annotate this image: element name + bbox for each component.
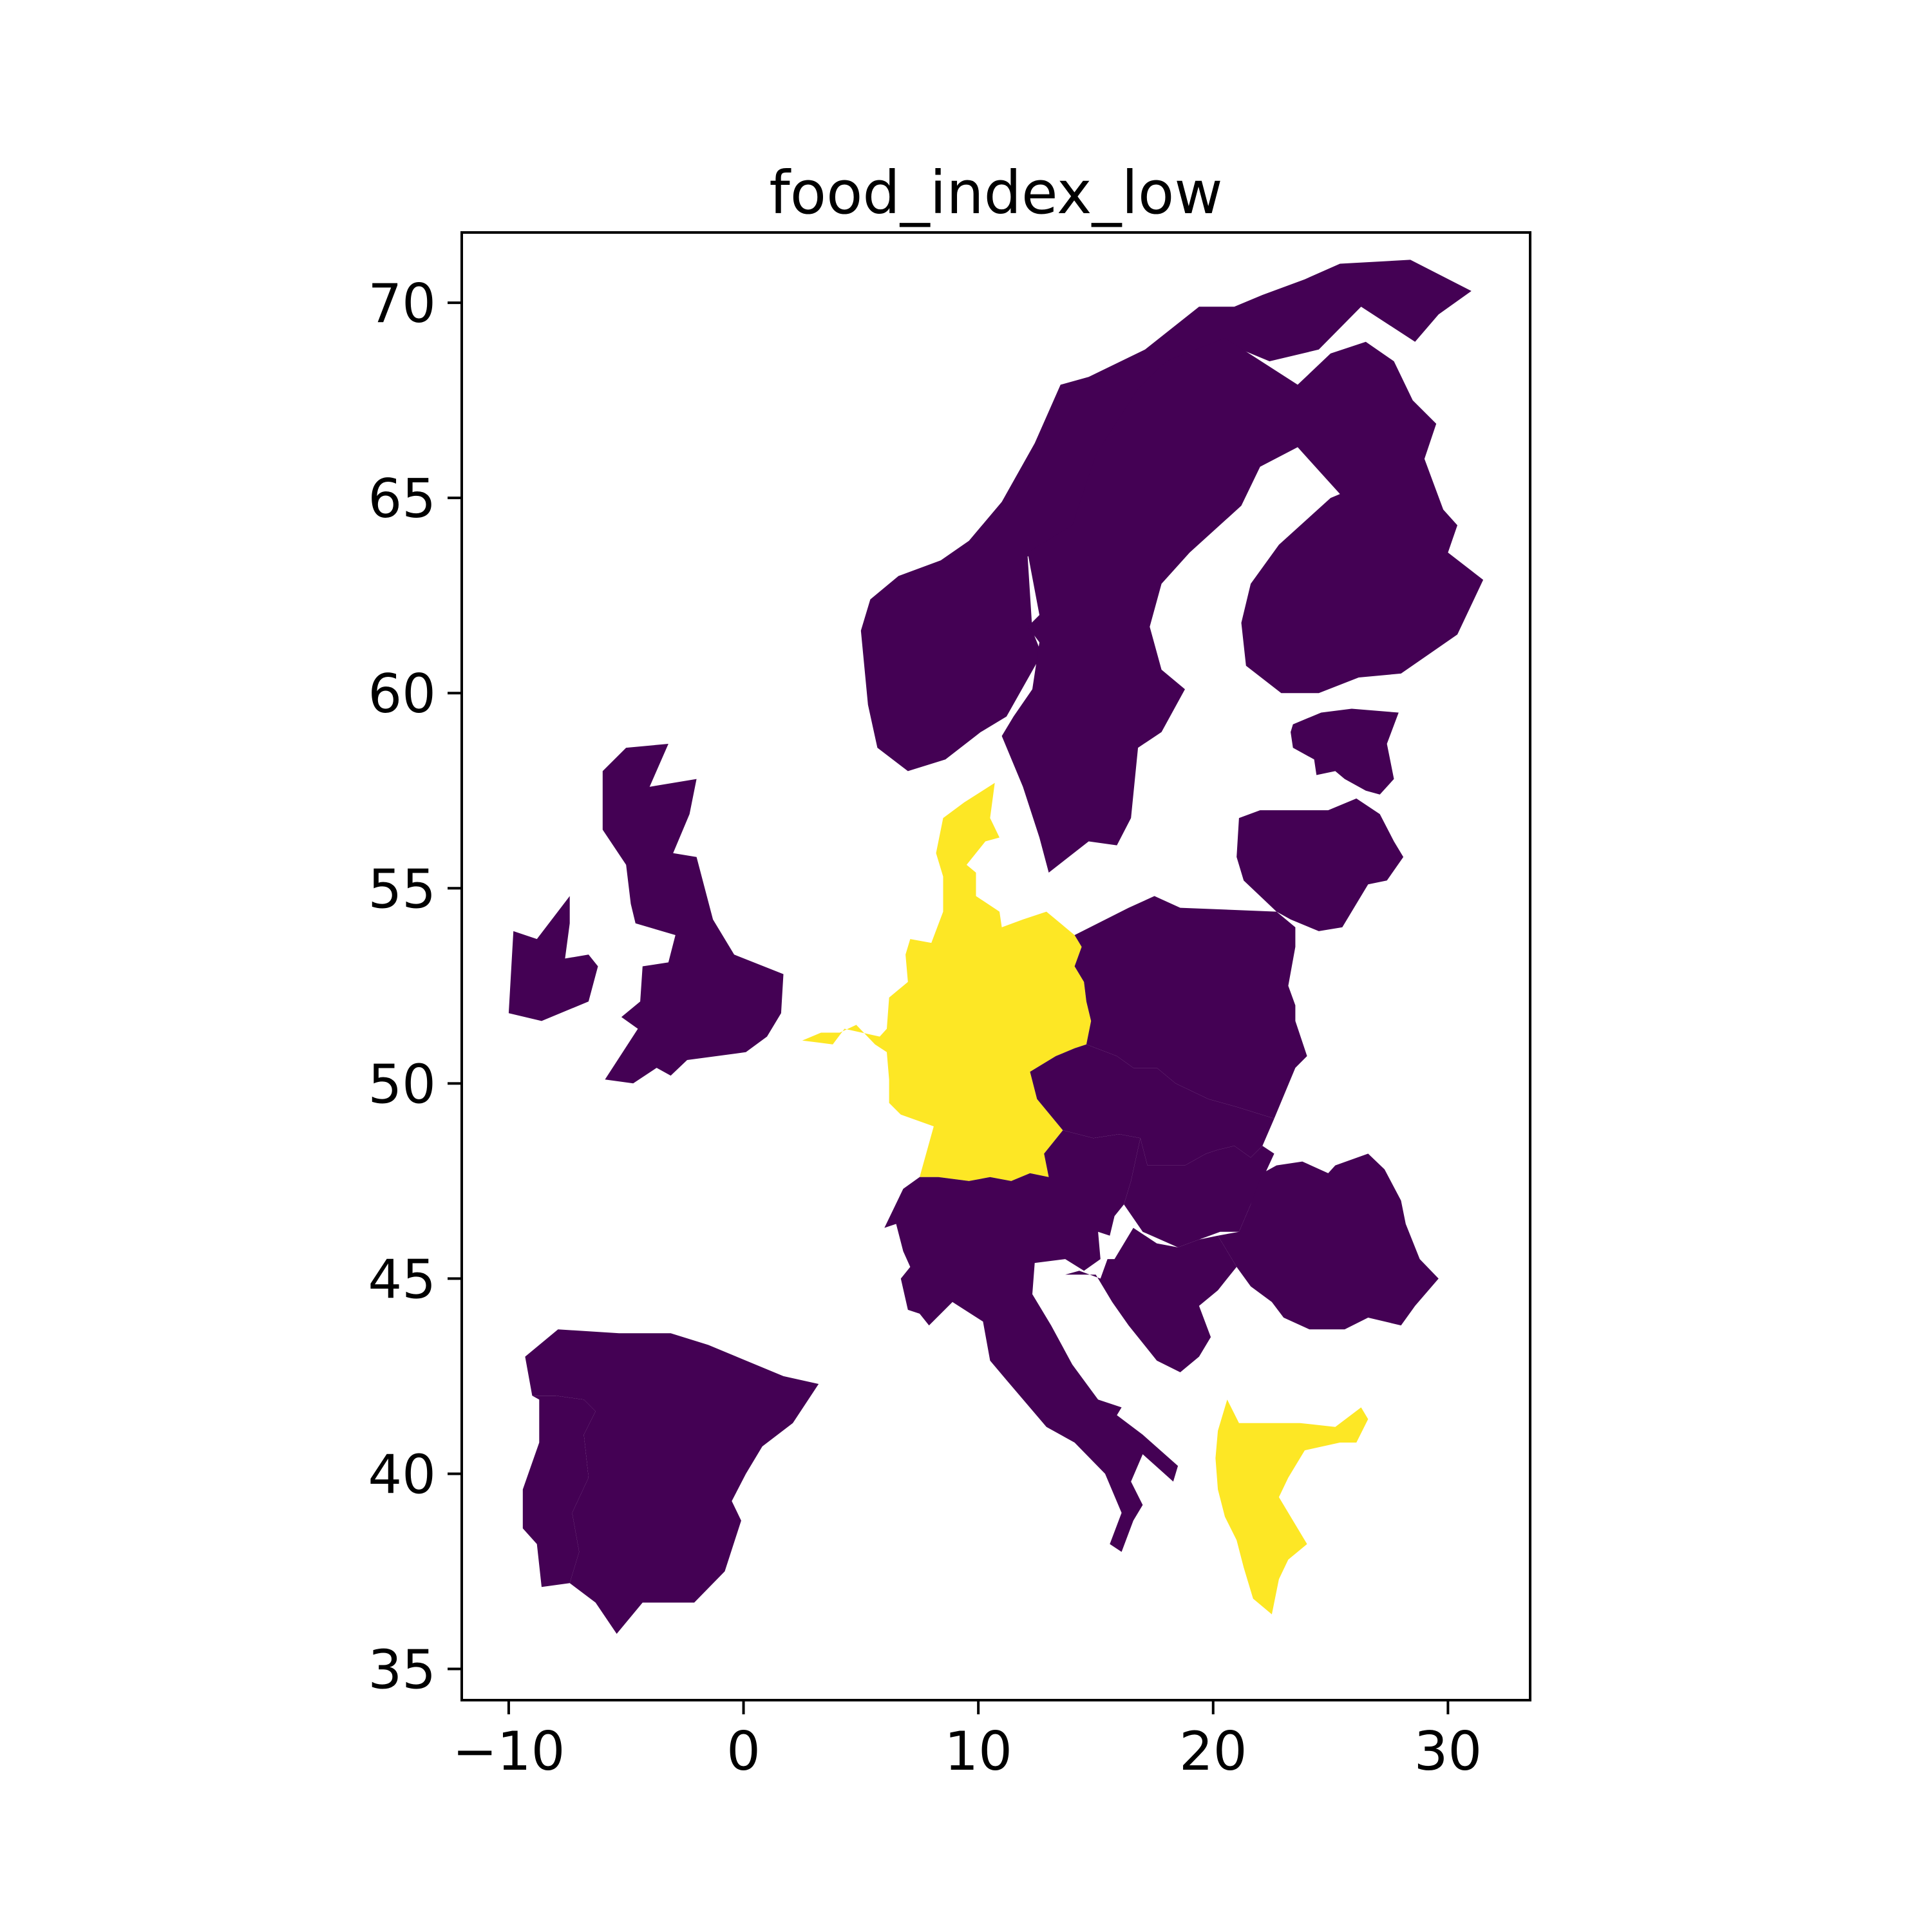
x-tick-label: 20 — [1179, 1720, 1247, 1783]
region-norway — [860, 260, 1472, 772]
region-greece — [1215, 1399, 1368, 1615]
y-tick-label: 35 — [368, 1639, 436, 1701]
map-regions — [508, 260, 1484, 1634]
region-croatia-serbia — [1065, 1227, 1237, 1372]
y-tick-label: 40 — [368, 1443, 436, 1506]
y-tick-label: 60 — [368, 663, 436, 725]
region-denmark-germany-netherlands-belgium — [802, 782, 1092, 1181]
y-tick-label: 65 — [368, 468, 436, 530]
region-portugal — [522, 1396, 596, 1587]
region-estonia — [1291, 708, 1399, 795]
region-latvia-lithuania — [1236, 798, 1404, 931]
region-czech-slovakia — [1030, 1044, 1274, 1166]
axes-frame — [460, 231, 1531, 1701]
region-romania — [1218, 1153, 1439, 1330]
region-sweden — [1001, 337, 1298, 873]
region-united-kingdom — [602, 744, 784, 1084]
y-axis: 35 40 45 50 55 60 65 70 — [368, 272, 462, 1701]
x-axis: −10 0 10 20 30 — [452, 1700, 1482, 1783]
y-tick-label: 70 — [368, 272, 436, 335]
region-poland — [1074, 896, 1307, 1119]
map-title: food_index_low — [769, 158, 1222, 227]
x-tick-label: 10 — [944, 1720, 1012, 1783]
region-finland — [1241, 341, 1484, 694]
y-tick-label: 50 — [368, 1053, 436, 1115]
x-tick-label: 0 — [726, 1720, 761, 1783]
region-spain — [525, 1329, 819, 1634]
x-tick-label: 30 — [1414, 1720, 1482, 1783]
region-switzerland-austria-italy-slovenia — [884, 1130, 1179, 1552]
y-tick-label: 55 — [368, 858, 436, 920]
x-tick-label: −10 — [452, 1720, 565, 1783]
y-tick-label: 45 — [368, 1248, 436, 1311]
region-hungary — [1124, 1138, 1274, 1247]
region-ireland — [508, 896, 598, 1021]
